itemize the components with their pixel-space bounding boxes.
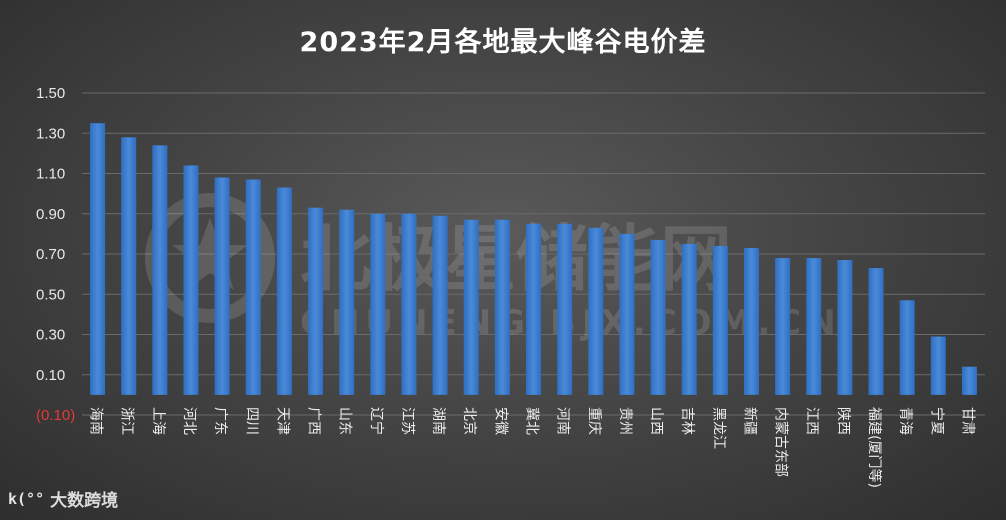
chart-title: 2023年2月各地最大峰谷电价差 [299,27,707,58]
x-tick-label: 贵州 [617,407,633,435]
x-tick-label: 辽宁 [368,407,385,435]
watermark-text: 北极星储能网 [300,217,732,301]
x-tick-label: 湖南 [430,407,446,435]
x-tick-label: 冀北 [524,407,540,435]
bar [183,165,199,395]
bar [930,336,946,395]
y-tick-label: 1.50 [36,85,65,102]
bar [588,227,604,395]
y-tick-label: (0.10) [36,407,75,424]
x-tick-label: 海南 [88,407,104,435]
logo-icon: k(°° [8,489,45,508]
y-tick-label: 0.10 [36,367,65,384]
bar [245,179,261,395]
x-tick-label: 安徽 [492,407,508,435]
y-tick-label: 0.90 [36,206,65,223]
x-tick-label: 黑龙江 [710,407,726,449]
x-tick-label: 青海 [897,407,913,435]
bar [401,213,417,395]
bar [681,243,697,395]
footer-logo: k(°° 大数跨境 [8,486,119,512]
y-tick-label: 0.50 [36,286,65,303]
bar [432,215,448,395]
x-tick-label: 上海 [150,407,166,435]
x-tick-label: 内蒙古东部 [773,407,789,477]
bar [152,145,168,395]
x-tick-label: 广西 [306,407,322,435]
x-tick-label: 浙江 [119,407,135,435]
bar [712,245,728,395]
x-tick-label: 福建(厦门等) [866,407,883,488]
x-tick-label: 天津 [274,407,290,435]
bar [961,366,977,395]
x-tick-label: 广东 [212,407,228,435]
bar [837,260,853,395]
y-tick-label: 1.10 [36,166,65,183]
x-tick-label: 宁夏 [928,407,945,435]
bar [650,239,666,395]
logo-text: 大数跨境 [50,491,119,511]
bar [557,223,573,395]
bar [308,207,324,395]
x-tick-label: 甘肃 [959,407,975,435]
bars [90,123,977,395]
bar [463,219,479,395]
bar [806,258,822,395]
bar [339,209,355,395]
y-axis-labels: 1.50 1.30 1.10 0.90 0.70 0.50 0.30 0.10 (0.10) [36,85,75,424]
bar [121,137,137,395]
x-tick-label: 北京 [461,407,477,435]
bar [619,233,635,395]
y-tick-label: 0.30 [36,327,65,344]
x-tick-label: 陕西 [835,407,851,435]
bar [276,187,292,395]
bar [90,123,106,395]
x-tick-label: 山东 [337,407,353,435]
x-tick-label: 重庆 [586,407,602,435]
y-tick-label: 1.30 [36,125,65,142]
x-tick-label: 山西 [648,407,664,435]
bar [868,268,884,395]
bar [743,247,759,395]
x-tick-label: 四川 [243,407,259,435]
bar [526,223,541,395]
x-tick-label: 河北 [181,407,197,435]
x-tick-label: 江苏 [399,407,415,435]
x-tick-label: 江西 [804,407,820,435]
bar [370,213,386,395]
bar [899,300,915,395]
x-axis-labels: 海南 浙江 上海 河北 广东 四川 天津 广西 山东 辽宁 江苏 湖南 北京 安徽 冀北 河南 重庆 贵州 山西 吉林… [88,407,976,488]
bar [214,177,230,395]
bar [494,219,510,395]
x-tick-label: 新疆 [741,407,757,435]
bar [775,258,791,395]
x-tick-label: 河南 [555,407,571,435]
x-tick-label: 吉林 [679,407,695,435]
y-tick-label: 0.70 [36,246,65,263]
